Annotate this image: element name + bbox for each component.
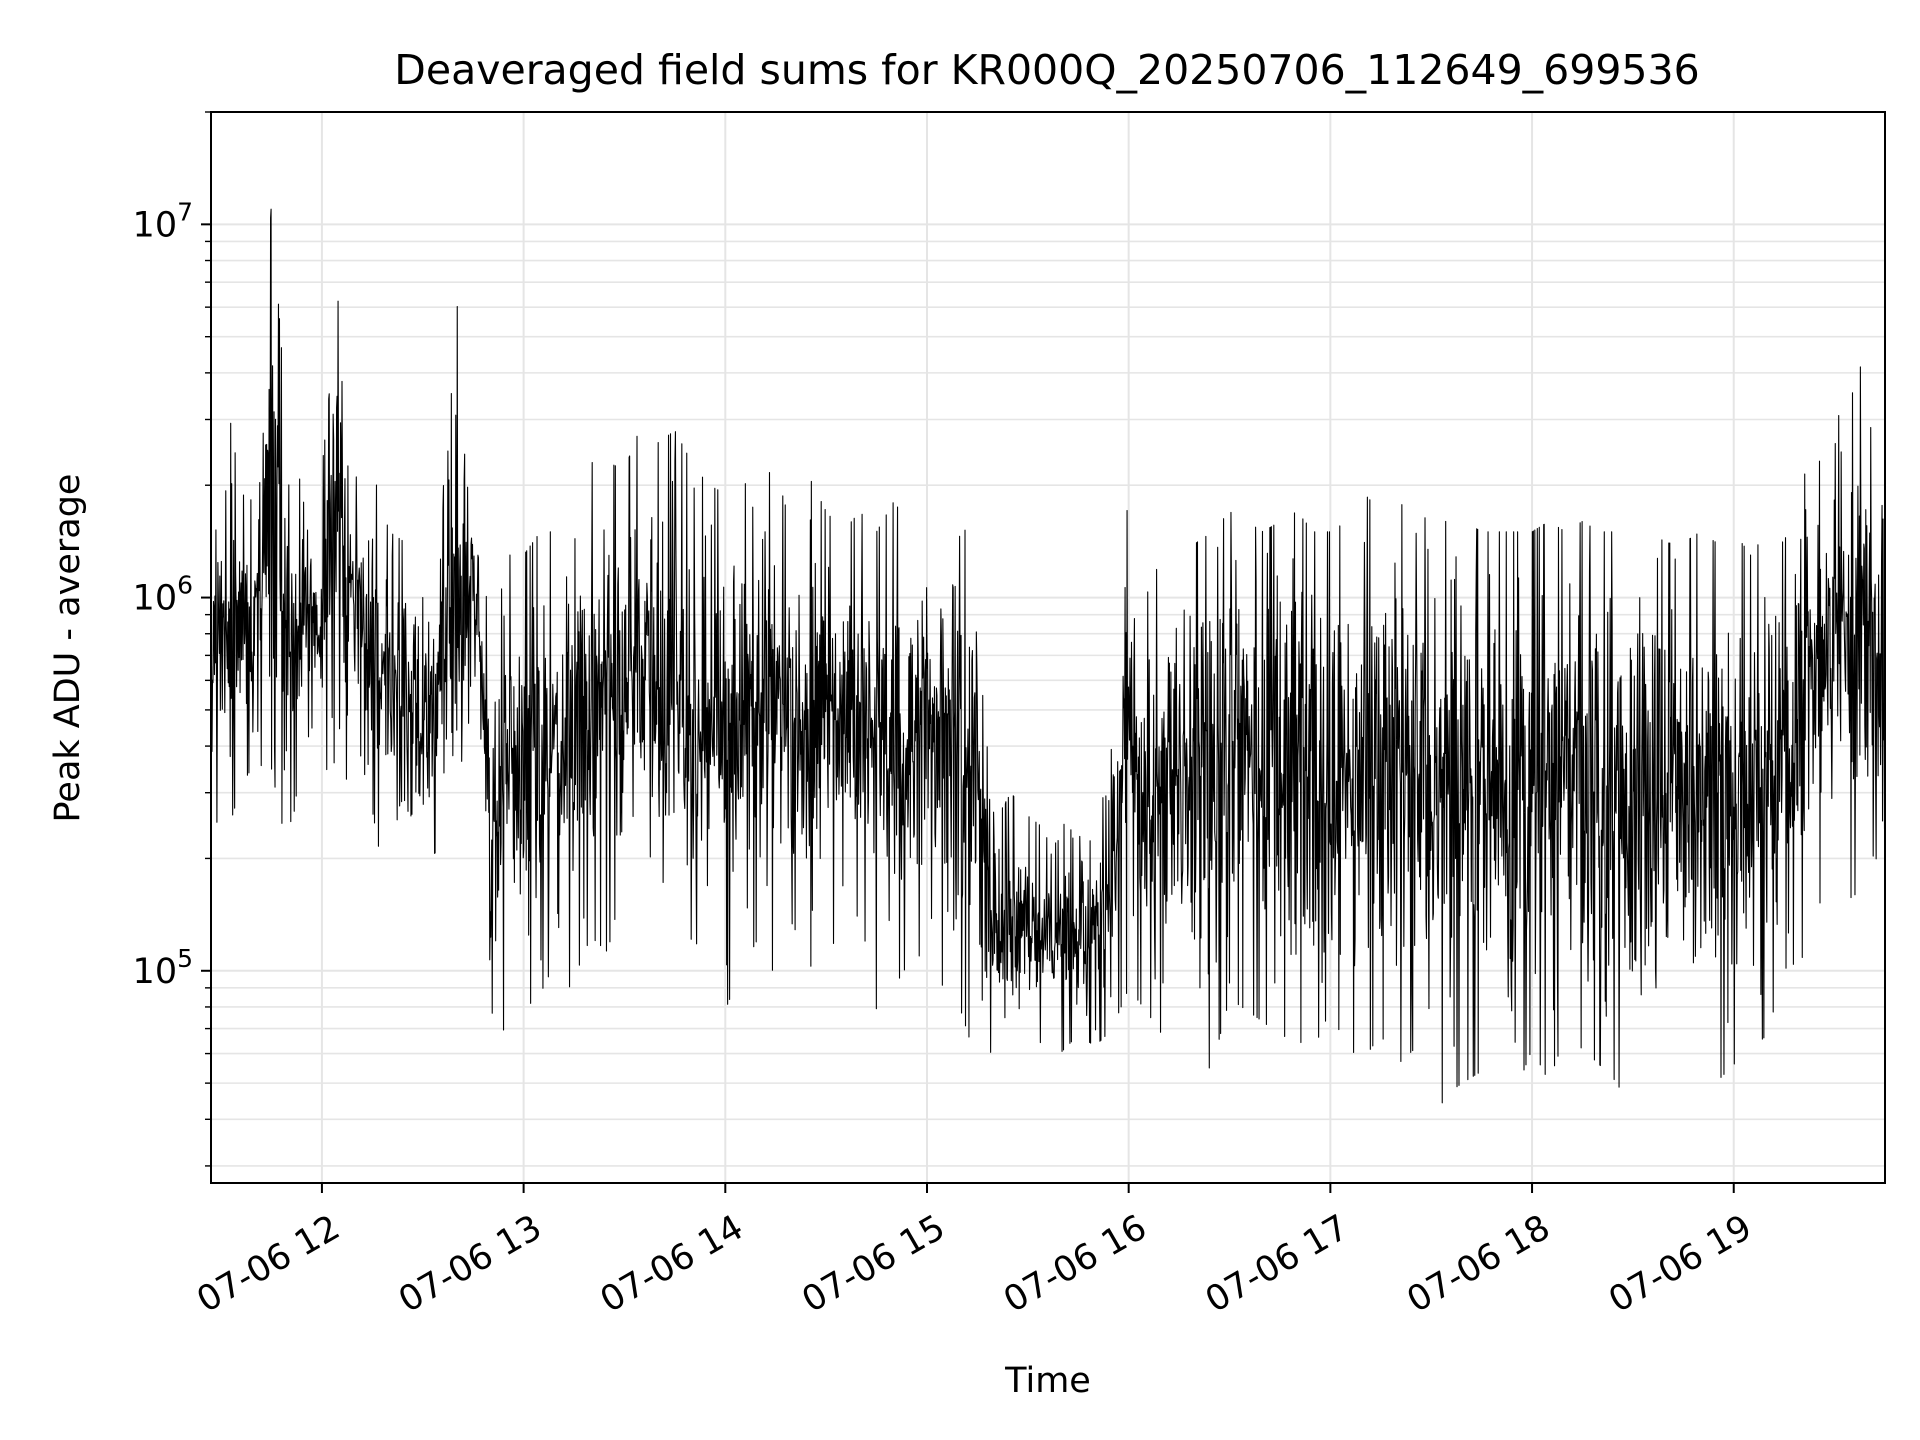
x-axis-label: Time <box>1004 1361 1091 1401</box>
data-series-line <box>210 208 1886 1104</box>
y-axis: 105 106 107 <box>133 111 211 1167</box>
y-axis-label: Peak ADU - average <box>48 474 88 823</box>
y-tick-label: 105 <box>133 944 193 992</box>
y-tick-label: 106 <box>133 571 193 619</box>
series-line <box>210 208 1886 1104</box>
y-tick-label: 107 <box>133 197 193 245</box>
plot-frame <box>210 111 1886 1184</box>
chart-title: Deaveraged field sums for KR000Q_2025070… <box>394 46 1699 94</box>
